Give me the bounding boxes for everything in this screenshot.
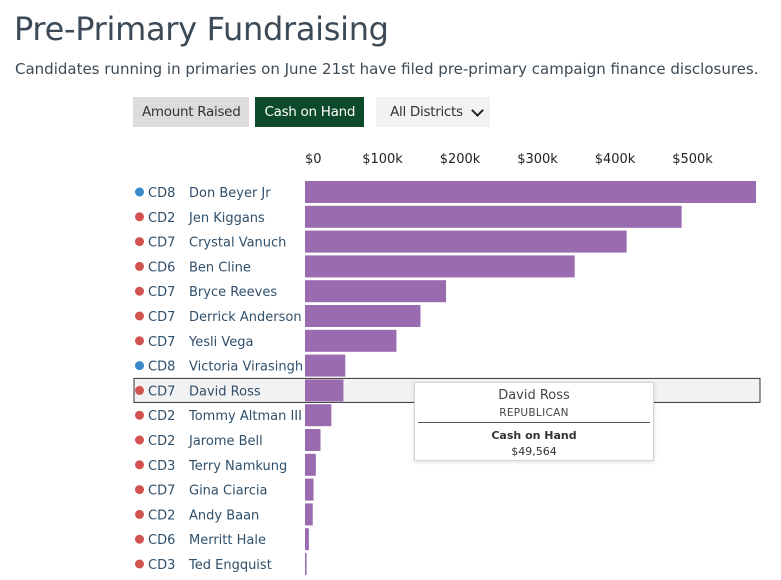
candidate-label: Merritt Hale — [189, 533, 266, 548]
candidate-label: Yesli Vega — [188, 335, 253, 350]
district-label: CD2 — [148, 409, 175, 424]
tooltip-divider — [418, 422, 650, 423]
chart-controls: Amount Raised Cash on Hand All Districts — [133, 97, 490, 127]
bar — [305, 379, 344, 402]
tooltip-metric: Cash on Hand — [491, 429, 577, 442]
district-label: CD2 — [148, 211, 175, 226]
party-dot — [135, 485, 144, 495]
bar — [305, 478, 314, 501]
candidate-label: David Ross — [189, 384, 261, 399]
district-label: CD2 — [148, 508, 175, 523]
x-tick-label: $400k — [595, 152, 636, 167]
candidate-label: Jen Kiggans — [188, 211, 265, 226]
party-dot — [135, 509, 144, 519]
tooltip-party: REPUBLICAN — [499, 407, 569, 419]
bar — [305, 503, 313, 526]
district-label: CD8 — [148, 186, 175, 201]
page-subtitle: Candidates running in primaries on June … — [15, 60, 759, 78]
candidate-label: Jarome Bell — [188, 434, 263, 449]
district-select[interactable]: All Districts — [376, 97, 490, 127]
district-label: CD3 — [148, 459, 175, 474]
cash-on-hand-button[interactable]: Cash on Hand — [255, 97, 365, 127]
party-dot — [135, 385, 144, 395]
tooltip: David Ross REPUBLICAN Cash on Hand $49,5… — [414, 382, 654, 461]
district-label: CD6 — [148, 260, 175, 275]
district-label: CD7 — [148, 310, 175, 325]
party-dot — [135, 559, 144, 569]
party-dot — [135, 261, 144, 271]
party-dot — [135, 361, 144, 371]
district-label: CD6 — [148, 533, 175, 548]
bar — [305, 205, 682, 228]
party-dot — [135, 212, 144, 222]
tooltip-name: David Ross — [498, 388, 570, 403]
bar — [305, 429, 321, 451]
page-title: Pre-Primary Fundraising — [14, 10, 389, 48]
bar — [305, 453, 316, 476]
x-tick-label: $500k — [672, 152, 713, 167]
tooltip-value: $49,564 — [511, 445, 557, 458]
candidate-label: Derrick Anderson — [189, 310, 302, 325]
bar — [305, 230, 627, 253]
party-dot — [135, 187, 144, 197]
bar — [305, 280, 447, 303]
x-tick-label: $100k — [362, 152, 403, 167]
party-dot — [135, 534, 144, 544]
district-label: CD7 — [148, 335, 175, 350]
district-select-value: All Districts — [390, 104, 463, 120]
candidate-label: Andy Baan — [189, 508, 259, 523]
party-dot — [135, 410, 144, 420]
bar — [305, 329, 397, 352]
district-label: CD2 — [148, 434, 175, 449]
candidate-label: Ben Cline — [189, 260, 251, 275]
bar — [305, 404, 332, 427]
x-tick-label: $200k — [440, 152, 481, 167]
party-dot — [135, 286, 144, 296]
district-label: CD7 — [148, 384, 175, 399]
bar — [305, 305, 421, 327]
candidate-label: Gina Ciarcia — [189, 484, 267, 499]
district-label: CD8 — [148, 360, 175, 375]
party-dot — [135, 311, 144, 321]
x-tick-label: $300k — [517, 152, 558, 167]
party-dot — [135, 336, 144, 346]
candidate-label: Crystal Vanuch — [189, 236, 286, 251]
candidate-label: Victoria Virasingh — [189, 360, 303, 375]
party-dot — [135, 435, 144, 445]
district-label: CD7 — [148, 484, 175, 499]
x-tick-label: $0 — [305, 152, 322, 167]
party-dot — [135, 460, 144, 470]
bar — [305, 553, 307, 575]
bar — [305, 528, 309, 551]
bar — [305, 181, 757, 203]
amount-raised-button[interactable]: Amount Raised — [133, 97, 250, 127]
candidate-label: Terry Namkung — [188, 459, 287, 474]
candidate-label: Ted Engquist — [188, 558, 272, 573]
district-label: CD3 — [148, 558, 175, 573]
party-dot — [135, 237, 144, 247]
candidate-label: Bryce Reeves — [189, 285, 277, 300]
candidate-label: Don Beyer Jr — [189, 186, 271, 201]
bar — [305, 255, 575, 278]
bar — [305, 354, 346, 377]
district-label: CD7 — [148, 236, 175, 251]
district-label: CD7 — [148, 285, 175, 300]
candidate-label: Tommy Altman III — [188, 409, 302, 424]
